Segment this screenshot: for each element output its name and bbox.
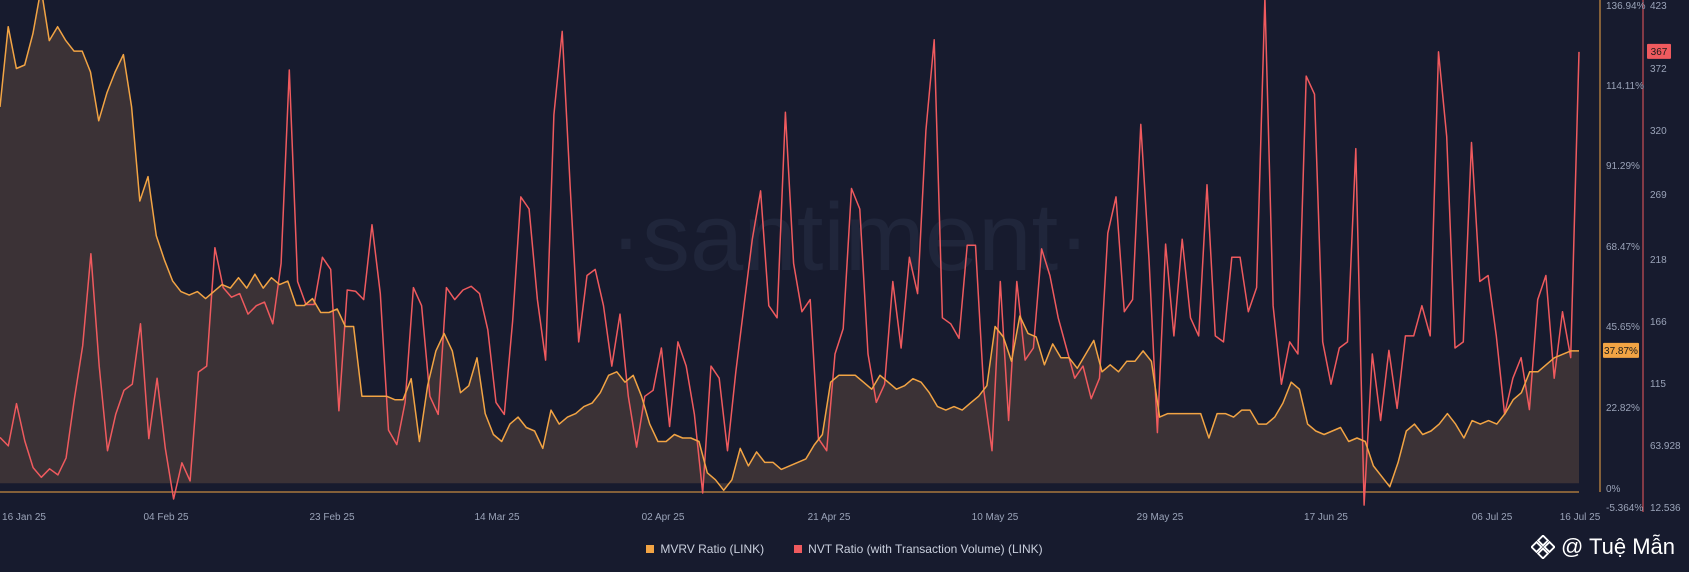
nvt-last-value-label: 367 (1651, 47, 1668, 58)
last-value-labels: 37.87% 367 (1603, 43, 1671, 358)
x-axis-tick-label: 17 Jun 25 (1304, 512, 1348, 523)
nvt-last-value-box (1647, 43, 1671, 59)
x-axis-tick-label: 16 Jul 25 (1560, 512, 1601, 523)
x-axis-tick-label: 06 Jul 25 (1472, 512, 1513, 523)
mvrv-area (0, 0, 1579, 491)
right-axis-tick-label: 423 (1650, 1, 1667, 12)
legend-item-nvt[interactable]: NVT Ratio (with Transaction Volume) (LIN… (794, 542, 1043, 556)
legend-label-mvrv: MVRV Ratio (LINK) (660, 542, 765, 556)
right-axis-tick-label: 372 (1650, 64, 1667, 75)
x-axis-tick-label: 02 Apr 25 (642, 512, 685, 523)
mvrv-line-path (0, 0, 1579, 492)
x-axis-tick-label: 29 May 25 (1137, 512, 1184, 523)
right-axis-tick-label: 320 (1650, 126, 1667, 137)
mvrv-series-line (0, 0, 1579, 492)
mvrv-last-value-label: 37.87% (1604, 346, 1638, 357)
nvt-series-line (0, 0, 1580, 506)
right-axis-tick-label: 63.928 (1650, 441, 1681, 452)
left-axis-tick-label: -5.364% (1606, 503, 1643, 514)
left-axis-tick-label: 91.29% (1606, 161, 1640, 172)
left-axis-tick-label: 136.94% (1606, 1, 1646, 12)
left-axis-tick-label: 22.82% (1606, 403, 1640, 414)
left-axis-tick-label: 0% (1606, 484, 1621, 495)
mvrv-area-fill (0, 0, 1579, 491)
legend-swatch-nvt (794, 545, 803, 553)
legend-item-mvrv[interactable]: MVRV Ratio (LINK) (646, 542, 764, 556)
nvt-line-path (0, 0, 1580, 506)
right-axis-tick-label: 115 (1650, 379, 1666, 390)
binance-logo-icon (1530, 535, 1555, 559)
right-axis-ticks: 423 372 320 269 218 166 115 63.928 12.536 (1650, 1, 1681, 514)
right-axis-tick-label: 218 (1650, 255, 1667, 266)
x-axis-tick-label: 04 Feb 25 (143, 512, 188, 523)
x-axis-tick-label: 21 Apr 25 (808, 512, 851, 523)
legend-label-nvt: NVT Ratio (with Transaction Volume) (LIN… (808, 542, 1043, 556)
right-axis-tick-label: 12.536 (1650, 503, 1681, 514)
left-axis-tick-label: 68.47% (1606, 242, 1640, 253)
right-axis-tick-label: 166 (1650, 317, 1667, 328)
author-credit: @ Tuệ Mẫn (1530, 534, 1675, 560)
x-axis-tick-label: 14 Mar 25 (474, 512, 519, 523)
x-axis-tick-label: 23 Feb 25 (309, 512, 354, 523)
x-axis-tick-label: 10 May 25 (972, 512, 1019, 523)
left-axis-tick-label: 114.11% (1606, 81, 1644, 92)
left-axis-tick-label: 45.65% (1606, 322, 1640, 333)
legend: MVRV Ratio (LINK) NVT Ratio (with Transa… (0, 542, 1689, 556)
x-axis-ticks: 16 Jan 25 04 Feb 25 23 Feb 25 14 Mar 25 02 A… (2, 512, 1601, 523)
left-axis-ticks: 136.94% 114.11% 91.29% 68.47% 45.65% 22.82% 0%… (1606, 1, 1646, 514)
mvrv-last-value-box (1603, 342, 1639, 358)
legend-swatch-mvrv (646, 545, 655, 553)
right-axis-tick-label: 269 (1650, 190, 1667, 201)
x-axis-tick-label: 16 Jan 25 (2, 512, 46, 523)
credit-text: @ Tuệ Mẫn (1560, 534, 1675, 559)
